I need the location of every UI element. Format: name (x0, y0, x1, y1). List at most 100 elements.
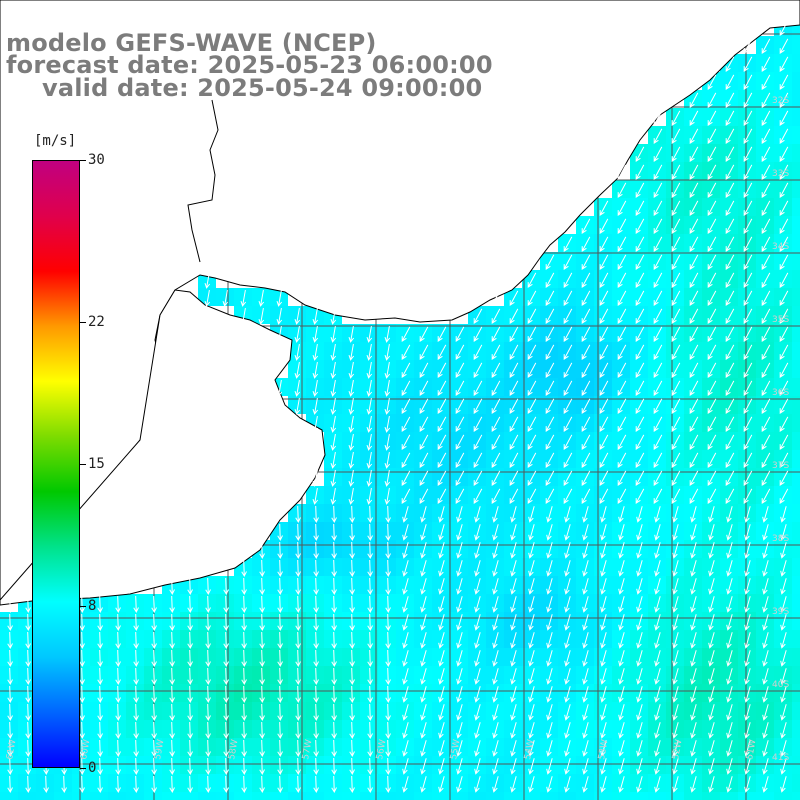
wind-speed-cell (414, 504, 432, 522)
wind-arrow (151, 703, 157, 722)
wind-speed-cell (504, 594, 522, 612)
wind-speed-cell (306, 306, 324, 324)
wind-arrow (689, 164, 699, 181)
wind-speed-cell (450, 756, 468, 774)
wind-speed-cell (252, 594, 270, 612)
wind-speed-cell (792, 666, 800, 684)
wind-arrow (456, 506, 463, 523)
wind-speed-cell (198, 630, 216, 648)
wind-arrow (672, 722, 679, 739)
valid-date: valid date: 2025-05-24 09:00:00 (42, 74, 483, 102)
wind-speed-cell (648, 576, 666, 594)
wind-arrow (420, 506, 427, 523)
wind-speed-cell (612, 720, 630, 738)
wind-speed-cell (504, 684, 522, 702)
wind-arrow (331, 703, 337, 722)
wind-speed-cell (414, 792, 432, 800)
wind-speed-cell (648, 774, 666, 792)
wind-arrow (779, 236, 789, 253)
wind-arrow (689, 344, 699, 361)
wind-speed-cell (414, 576, 432, 594)
wind-arrow (491, 308, 501, 325)
wind-arrow (385, 775, 391, 794)
wind-arrow (725, 56, 735, 73)
wind-arrow (348, 362, 355, 379)
wind-speed-cell (396, 648, 414, 666)
wind-speed-cell (108, 630, 126, 648)
wind-arrow (115, 703, 121, 722)
wind-speed-cell (378, 702, 396, 720)
wind-arrow (635, 146, 645, 163)
wind-speed-cell (720, 666, 738, 684)
wind-speed-cell (342, 756, 360, 774)
wind-arrow (348, 416, 355, 433)
wind-arrow (151, 685, 157, 704)
wind-arrow (313, 667, 319, 686)
wind-speed-cell (0, 756, 18, 774)
latitude-label: 34S (772, 242, 789, 252)
wind-speed-cell (306, 648, 324, 666)
wind-arrow (419, 434, 429, 451)
wind-arrow (708, 704, 715, 721)
wind-arrow (456, 704, 463, 721)
wind-arrow (653, 236, 663, 253)
wind-speed-cell (144, 792, 162, 800)
wind-speed-cell (324, 684, 342, 702)
wind-speed-cell (306, 720, 324, 738)
wind-arrow (473, 326, 483, 343)
wind-speed-cell (108, 684, 126, 702)
wind-arrow (492, 524, 499, 541)
wind-arrow (492, 758, 499, 775)
wind-arrow (43, 775, 49, 794)
wind-arrow (672, 650, 679, 667)
wind-speed-cell (576, 756, 594, 774)
wind-arrow (456, 632, 463, 649)
wind-speed-cell (360, 774, 378, 792)
wind-speed-cell (162, 594, 180, 612)
wind-speed-cell (324, 756, 342, 774)
wind-speed-cell (612, 648, 630, 666)
wind-speed-cell (540, 576, 558, 594)
wind-arrow (707, 254, 717, 271)
wind-arrow (779, 146, 789, 163)
wind-arrow (726, 578, 733, 595)
wind-speed-cell (378, 486, 396, 504)
wind-arrow (672, 506, 679, 523)
wind-arrow (581, 290, 591, 307)
wind-arrow (437, 488, 447, 505)
wind-arrow (384, 380, 391, 397)
wind-arrow (743, 254, 753, 271)
wind-arrow (455, 416, 465, 433)
wind-arrow (241, 649, 247, 668)
wind-speed-cell (342, 702, 360, 720)
wind-arrow (546, 668, 553, 685)
wind-arrow (708, 686, 715, 703)
wind-speed-cell (630, 666, 648, 684)
wind-arrow (780, 578, 787, 595)
wind-arrow (707, 416, 717, 433)
wind-speed-cell (198, 648, 216, 666)
wind-arrow (617, 344, 627, 361)
wind-arrow (79, 667, 85, 686)
wind-arrow (617, 326, 627, 343)
wind-speed-cell (486, 504, 504, 522)
wind-arrow (401, 398, 411, 415)
wind-speed-cell (252, 648, 270, 666)
wind-speed-cell (684, 702, 702, 720)
wind-arrow (455, 344, 465, 361)
wind-arrow (779, 452, 789, 469)
wind-arrow (635, 326, 645, 343)
wind-arrow (509, 398, 519, 415)
wind-arrow (527, 488, 537, 505)
wind-arrow (653, 146, 663, 163)
wind-arrow (690, 650, 697, 667)
wind-arrow (707, 200, 717, 217)
wind-arrow (151, 667, 157, 686)
wind-speed-cell (792, 522, 800, 540)
wind-arrow (367, 595, 373, 614)
wind-speed-cell (450, 648, 468, 666)
wind-arrow (115, 649, 121, 668)
wind-speed-cell (612, 576, 630, 594)
wind-speed-cell (792, 450, 800, 468)
wind-arrow (545, 470, 555, 487)
